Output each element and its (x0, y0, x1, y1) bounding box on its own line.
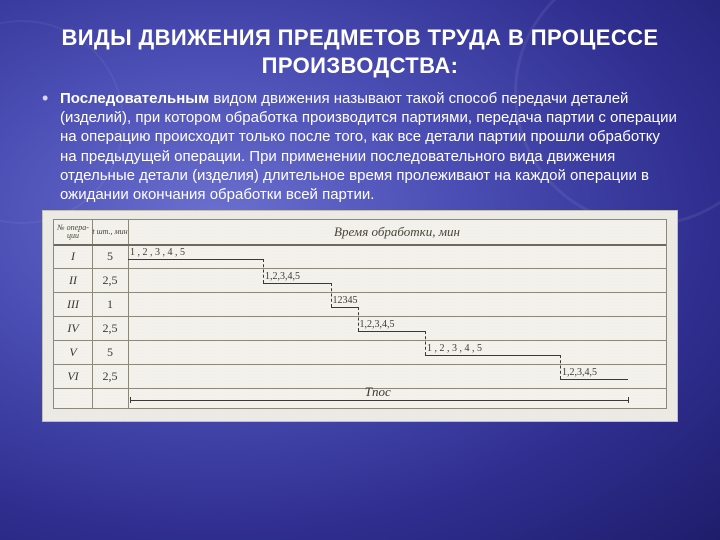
slide-title: ВИДЫ ДВИЖЕНИЯ ПРЕДМЕТОВ ТРУДА В ПРОЦЕССЕ… (42, 24, 678, 79)
grid-row-line (54, 388, 666, 389)
gantt-bar-label: 1 , 2 , 3 , 4 , 5 (427, 343, 482, 354)
grid-row-line (54, 340, 666, 341)
baseline-label: Tпос (365, 384, 391, 400)
figure-frame: № опера-цииt шт., минВремя обработки, ми… (53, 219, 667, 409)
gantt-drop-line (358, 307, 359, 331)
header-time: Время обработки, мин (128, 220, 666, 244)
op-label: II (54, 268, 92, 292)
gantt-bar (263, 283, 331, 284)
gantt-drop-line (425, 331, 426, 355)
gantt-drop-line (263, 259, 264, 283)
gantt-figure: № опера-цииt шт., минВремя обработки, ми… (42, 210, 678, 422)
gantt-bar-label: 1 , 2 , 3 , 4 , 5 (130, 247, 185, 258)
t-value: 5 (92, 244, 128, 268)
grid-row-line (54, 268, 666, 269)
gantt-bar-label: 1,2,3,4,5 (360, 319, 395, 330)
t-value: 2,5 (92, 316, 128, 340)
op-label: V (54, 340, 92, 364)
op-label: III (54, 292, 92, 316)
gantt-drop-line (560, 355, 561, 379)
gantt-bar-label: 1,2,3,4,5 (562, 367, 597, 378)
op-label: VI (54, 364, 92, 388)
t-value: 2,5 (92, 364, 128, 388)
op-label: IV (54, 316, 92, 340)
grid-row-line (54, 292, 666, 293)
baseline (130, 400, 628, 401)
op-label: I (54, 244, 92, 268)
header-op: № опера-ции (54, 220, 92, 244)
grid-row-line (54, 364, 666, 365)
gantt-drop-line (331, 283, 332, 307)
gantt-bar (331, 307, 358, 308)
baseline-tick (130, 397, 131, 403)
gantt-bar (128, 259, 263, 260)
bullet-item: Последовательным видом движения называют… (42, 89, 678, 204)
t-value: 1 (92, 292, 128, 316)
t-value: 2,5 (92, 268, 128, 292)
bullet-bold: Последовательным (60, 90, 209, 107)
grid-col-line (128, 220, 129, 408)
gantt-bar (560, 379, 628, 380)
gantt-bar (425, 355, 560, 356)
header-t: t шт., мин (92, 220, 128, 244)
gantt-bar-label: 1,2,3,4,5 (265, 271, 300, 282)
gantt-bar-label: 12345 (333, 295, 358, 306)
bullet-list: Последовательным видом движения называют… (42, 89, 678, 204)
gantt-bar (358, 331, 426, 332)
grid-row-line (54, 316, 666, 317)
grid-header-line (54, 244, 666, 246)
t-value: 5 (92, 340, 128, 364)
baseline-tick (628, 397, 629, 403)
